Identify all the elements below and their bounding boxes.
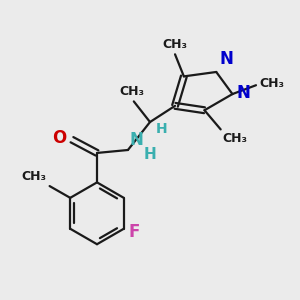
Text: CH₃: CH₃ [259, 77, 284, 90]
Text: F: F [128, 223, 140, 241]
Text: CH₃: CH₃ [120, 85, 145, 98]
Text: CH₃: CH₃ [22, 170, 47, 183]
Text: CH₃: CH₃ [222, 132, 247, 145]
Text: H: H [156, 122, 167, 136]
Text: N: N [237, 84, 251, 102]
Text: N: N [219, 50, 233, 68]
Text: CH₃: CH₃ [163, 38, 188, 51]
Text: H: H [143, 147, 156, 162]
Text: O: O [52, 129, 66, 147]
Text: N: N [129, 130, 143, 148]
